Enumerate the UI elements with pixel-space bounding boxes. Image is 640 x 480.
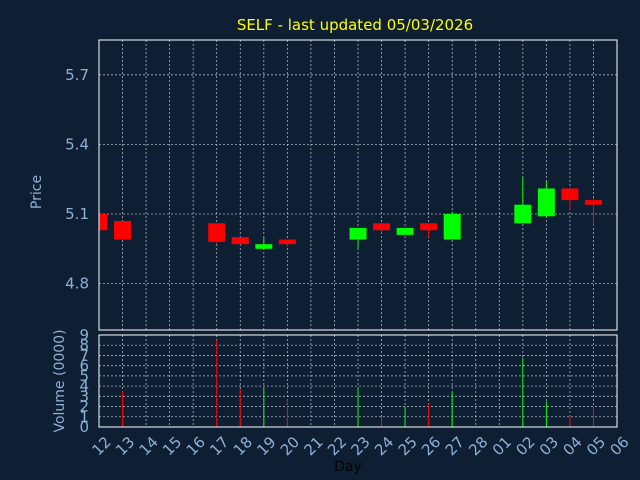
volume-tick-label: 8 [79,336,89,354]
volume-tick-label: 9 [79,326,89,344]
candle-body [561,188,579,201]
candle-body [443,214,461,240]
x-tick-label: 26 [418,433,444,459]
x-tick-label: 18 [230,433,256,459]
x-tick-label: 28 [465,433,491,459]
x-tick-label: 02 [512,433,538,459]
price-tick-label: 5.1 [65,205,89,223]
x-tick-label: 21 [300,433,326,459]
x-tick-label: 13 [112,433,138,459]
volume-tick-label: 3 [79,387,89,405]
candle-body [231,237,249,245]
x-tick-label: 03 [536,433,562,459]
x-tick-label: 20 [277,433,303,459]
x-tick-label: 22 [324,433,350,459]
candle-body [584,200,602,205]
volume-frame [98,334,618,428]
candle-body [114,220,132,240]
chart-title: SELF - last updated 05/03/2026 [237,16,473,34]
x-tick-label: 17 [206,433,232,459]
candle-body [349,227,367,240]
x-tick-label: 27 [442,433,468,459]
x-tick-label: 15 [159,433,185,459]
candle-body [278,239,296,245]
x-tick-label: 23 [348,433,374,459]
candle-body [537,188,555,217]
volume-tick-label: 0 [79,418,89,436]
x-tick-labels: 1213141516171819202122232425262728010203… [89,433,633,459]
price-tick-label: 5.4 [65,135,89,153]
volume-tick-label: 7 [79,346,89,364]
candle-body [373,223,391,231]
candle-body [514,204,532,224]
price-panel: 4.8 5.1 5.4 5.7 [65,39,618,331]
x-axis-label: Day [334,459,362,475]
x-tick-label: 16 [183,433,209,459]
volume-tick-label: 5 [79,367,89,385]
x-tick-label: 14 [136,433,162,459]
x-tick-label: 24 [371,433,397,459]
volume-axis-label: Volume (0000) [52,329,68,432]
x-tick-label: 05 [583,433,609,459]
candle-body [255,244,273,249]
price-frame [98,39,618,331]
candle-body [208,223,226,242]
candle-body [420,223,438,231]
x-tick-label: 04 [559,433,585,459]
price-axis-label: Price [29,175,45,209]
price-tick-label: 5.7 [65,66,89,84]
volume-tick-label: 6 [79,357,89,375]
volume-tick-label: 1 [79,408,89,426]
candle-body [99,214,108,231]
candle-body [396,227,414,235]
price-tick-label: 4.8 [65,275,89,293]
x-tick-label: 12 [89,433,115,459]
volume-tick-label: 4 [79,377,89,395]
x-tick-label: 01 [489,433,515,459]
x-tick-label: 19 [253,433,279,459]
x-tick-label: 06 [607,433,633,459]
volume-tick-label: 2 [79,398,89,416]
x-tick-label: 25 [395,433,421,459]
